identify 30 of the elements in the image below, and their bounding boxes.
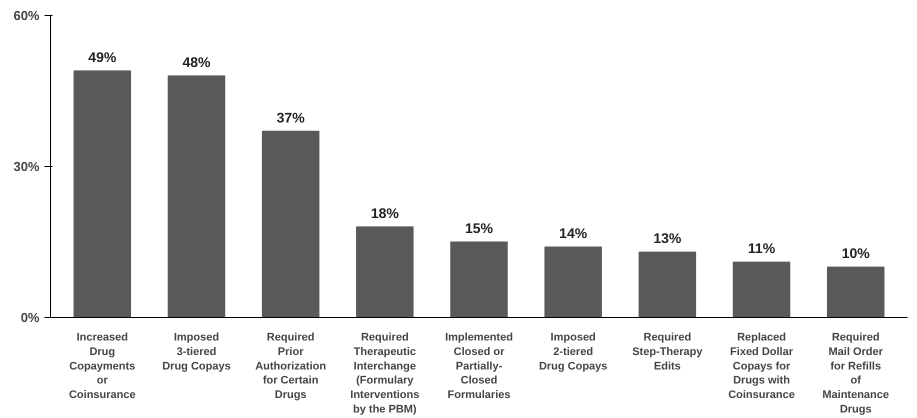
data-label: 11% [748,240,776,256]
bar [262,130,320,318]
data-label: 37% [276,109,306,126]
x-tick-label: Imposed 2-tiered Drug Copays [538,332,608,372]
bar [74,70,132,318]
y-tick-label: 0% [20,310,40,325]
bar [356,226,414,318]
bar [168,75,226,318]
bar [826,266,884,318]
bar [450,242,508,318]
x-tick-label: Replaced Fixed Dollar Copays for Drugs with Coinsurance [728,332,795,402]
x-tick-label: Imposed 3-tiered Drug Copays [162,332,231,372]
data-label: 48% [182,54,212,70]
data-label: 49% [88,48,117,65]
x-tick-label: Required Step-Therapy Edits [632,332,704,372]
y-tick-label: 30% [13,159,40,174]
data-label: 10% [842,245,870,262]
data-label: 15% [464,220,494,236]
x-tick-label: Required Therapeutic Interchange (Formulary Interventions by the PBM) [350,332,420,416]
data-label: 13% [653,230,682,246]
x-tick-label: Increased Drug Copayments or Coinsurance [68,332,136,402]
data-label: 14% [559,225,588,242]
bar [732,262,790,318]
bar [638,252,696,318]
x-tick-label: Required Mail Order for Refills of Maintenance Drugs [822,332,890,416]
x-tick-label: Required Prior Authorization for Certain Drugs [255,332,326,402]
bar [544,246,602,318]
data-label: 18% [370,204,400,221]
x-tick-label: Implemented Closed or Partially-Closed Formularies [445,332,513,402]
y-tick-label: 60% [13,8,40,23]
